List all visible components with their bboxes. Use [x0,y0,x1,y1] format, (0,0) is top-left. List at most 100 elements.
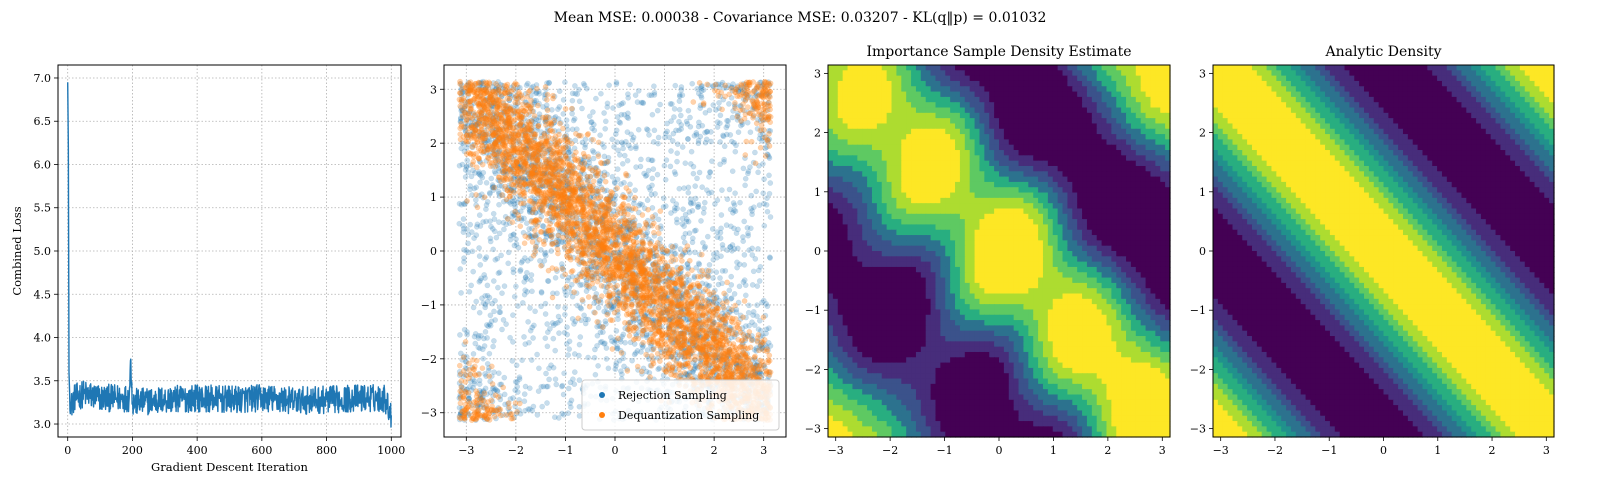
sample-point [518,259,525,266]
sample-point [471,333,478,340]
sample-point [490,410,496,416]
sample-point [698,218,704,224]
sample-point [492,256,499,263]
loss-ylabel: Combined Loss [10,206,24,295]
sample-point [706,261,713,268]
sample-point [499,192,505,198]
sample-point [592,309,598,316]
sample-point [500,219,507,226]
sample-point [608,303,615,309]
sample-point [556,330,562,336]
sample-point [747,129,754,135]
sample-point [571,289,577,296]
sample-point [726,101,732,107]
sample-point [472,197,479,203]
sample-point [610,200,617,207]
sample-point [640,339,646,346]
loss-ytick-label: 4.0 [34,332,52,345]
sample-point [590,136,596,143]
sample-point [576,98,583,105]
sample-point [489,381,496,387]
sample-point [681,356,688,363]
sample-point [586,303,593,310]
sample-point [515,244,522,251]
sample-point [609,173,616,180]
sample-point [718,253,724,260]
sample-point [728,273,735,280]
sample-point [611,143,617,150]
sample-point [688,161,694,167]
sample-point [457,266,464,272]
sample-point [690,170,697,177]
sample-point [503,412,510,418]
loss-xtick-label: 0 [64,444,71,457]
sample-point [544,150,551,156]
sample-point [562,305,568,311]
sample-point [677,246,684,252]
sample-point [548,362,554,369]
sample-point [696,261,703,268]
sample-point [585,316,591,323]
sample-point [559,230,566,236]
sample-point [685,107,692,114]
sample-point [717,275,723,281]
sample-point [701,205,707,212]
sample-point [597,132,603,138]
sample-point [572,351,578,357]
sample-point [533,97,539,104]
sample-point [521,215,527,222]
sample-point [639,344,646,351]
sample-point [678,112,684,119]
sample-point [566,338,573,345]
sample-point [601,172,608,179]
sample-point [711,87,718,94]
sample-point [611,339,618,346]
sample-point [689,239,696,246]
sample-point [613,131,619,137]
sample-point [678,122,685,128]
sample-point [569,126,576,133]
sample-point [719,268,726,274]
sample-point [603,118,609,125]
sample-point [696,90,702,97]
sample-point [591,354,598,361]
sample-point [750,104,757,110]
sample-point [676,106,683,113]
sample-point [629,357,635,364]
sample-point [562,288,569,295]
loss-xtick-label: 800 [316,444,337,457]
sample-point [649,175,656,182]
sample-point [464,331,470,338]
sample-point [594,332,601,339]
sample-point [719,106,725,113]
sample-point [523,82,530,88]
sample-point [750,308,757,315]
sample-point [560,125,566,132]
sample-point [559,382,566,389]
sample-point [755,246,761,252]
sample-point [738,343,744,350]
sample-point [492,297,498,304]
sample-point [697,133,704,140]
sample-point [540,223,547,229]
sample-point [731,245,738,252]
sample-point [466,108,473,115]
sample-point [559,410,565,417]
sample-point [522,341,529,347]
sample-point [517,268,524,274]
sample-point [544,321,551,327]
sample-point [595,304,602,311]
sample-point [618,368,624,374]
loss-xtick-label: 200 [122,444,143,457]
sample-point [616,102,622,109]
sample-point [704,187,710,193]
sample-point [487,238,494,245]
sample-point [676,185,683,192]
sample-point [676,98,683,104]
loss-ytick-label: 3.0 [34,418,52,431]
sample-point [492,317,499,323]
sample-point [467,383,473,390]
sample-point [752,256,759,262]
sample-point [534,412,541,418]
sample-point [663,203,669,209]
